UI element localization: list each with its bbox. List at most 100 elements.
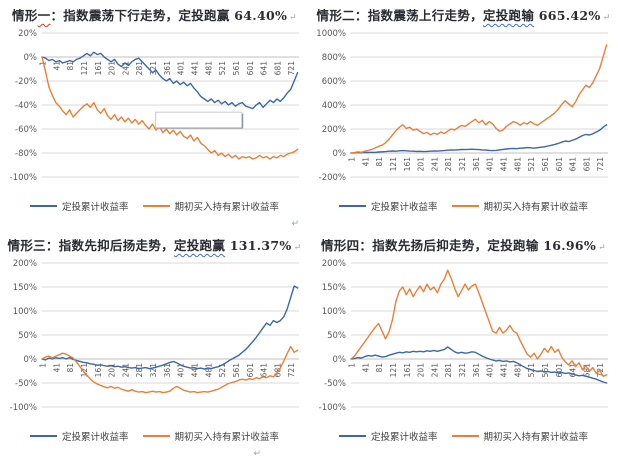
svg-text:281: 281 — [135, 61, 144, 76]
dca-line-swatch-icon — [338, 435, 366, 437]
scenario4-panel: 情形四：指数先扬后抑走势，定投跑输 16.96% ↵ 200% 150% 100% 50… — [309, 230, 618, 460]
buyhold-line-swatch-icon — [142, 435, 170, 437]
y-axis-labels: 20% 0% -20% -40% -60% -80% -100% — [10, 29, 37, 183]
dca-series-line — [41, 51, 299, 110]
svg-text:401: 401 — [486, 363, 495, 378]
svg-text:50%: 50% — [18, 331, 37, 341]
return-mark: ↵ — [602, 13, 611, 23]
legend-item-buyhold: 期初买入持有累计收益率 — [451, 199, 589, 213]
svg-text:41: 41 — [361, 157, 370, 167]
svg-text:161: 161 — [403, 157, 412, 172]
buyhold-line-swatch-icon — [142, 205, 170, 207]
svg-text:641: 641 — [569, 157, 578, 172]
svg-text:601: 601 — [246, 61, 255, 76]
scenario2-chart: 1000% 800% 600% 400% 200% 0% -200% 1 41 81 121 161 2… — [316, 29, 608, 183]
svg-text:361: 361 — [472, 363, 481, 378]
svg-text:-60%: -60% — [15, 125, 37, 135]
x-axis-labels: 1 41 81 121 161 201 241 281 321 361 401 441 481 521 56… — [39, 363, 297, 378]
legend-item-dca: 定投累计收益率 — [338, 199, 438, 213]
svg-text:-50%: -50% — [15, 379, 37, 389]
scenario2-title: 情形二：指数震荡上行走势，定投跑输 665.42% ↵ — [309, 5, 618, 26]
legend-label-dca: 定投累计收益率 — [61, 202, 129, 213]
svg-text:281: 281 — [444, 157, 453, 172]
svg-text:441: 441 — [499, 363, 508, 378]
scenario4-title: 情形四：指数先扬后抑走势，定投跑输 16.96% ↵ — [309, 235, 618, 256]
svg-text:241: 241 — [430, 363, 439, 378]
scenario3-panel: 情形三：指数先抑后扬走势，定投跑赢 131.37% ↵ 200% 150% 100% 5… — [0, 230, 309, 460]
title-segment: 情形二：指数震荡上行走势， — [316, 8, 483, 23]
svg-text:161: 161 — [403, 363, 412, 378]
svg-text:121: 121 — [389, 363, 398, 378]
return-mark: ↵ — [598, 243, 606, 253]
svg-text:0%: 0% — [333, 149, 347, 159]
legend-item-dca: 定投累计收益率 — [338, 429, 438, 443]
return-mark: ↵ — [293, 243, 302, 253]
svg-text:721: 721 — [287, 61, 296, 76]
y-axis-labels: 200% 150% 100% 50% 0% -50% -100% — [10, 259, 37, 413]
svg-text:121: 121 — [80, 61, 89, 76]
svg-text:721: 721 — [287, 363, 296, 378]
legend-label-dca: 定投累计收益率 — [370, 432, 438, 443]
svg-text:641: 641 — [569, 363, 578, 378]
title-segment: 131.37% — [225, 238, 292, 253]
dca-line-swatch-icon — [29, 435, 57, 437]
svg-text:681: 681 — [273, 363, 282, 378]
svg-text:201: 201 — [108, 61, 117, 76]
svg-text:521: 521 — [218, 363, 227, 378]
svg-text:-50%: -50% — [324, 379, 346, 389]
title-segment: ：指数震荡下行走势，定投跑赢 64.40% — [50, 8, 288, 23]
scenario3-chart: 200% 150% 100% 50% 0% -50% -100% 1 41 81 121 161 201… — [10, 259, 299, 413]
svg-text:561: 561 — [232, 61, 241, 76]
svg-text:200%: 200% — [322, 259, 346, 269]
title-segment: 定投跑输 — [482, 8, 535, 23]
svg-text:81: 81 — [375, 363, 384, 373]
legend-label-dca: 定投累计收益率 — [370, 202, 438, 213]
svg-text:600%: 600% — [322, 77, 346, 87]
title-segment: 665.42% — [534, 8, 601, 23]
svg-text:681: 681 — [582, 363, 591, 378]
title-segment: 情形 — [12, 8, 38, 23]
svg-text:201: 201 — [417, 363, 426, 378]
svg-text:521: 521 — [218, 61, 227, 76]
svg-text:81: 81 — [375, 157, 384, 167]
buyhold-series-line — [350, 44, 608, 154]
svg-text:481: 481 — [204, 61, 213, 76]
svg-text:441: 441 — [190, 363, 199, 378]
title-segment: 情形三：指数先抑后扬走势， — [7, 238, 174, 253]
svg-text:1: 1 — [348, 157, 357, 162]
svg-text:401: 401 — [486, 157, 495, 172]
svg-text:721: 721 — [596, 363, 605, 378]
legend-item-buyhold: 期初买入持有累计收益率 — [142, 199, 279, 213]
svg-text:321: 321 — [458, 157, 467, 172]
return-mark: ↵ — [291, 219, 299, 229]
y-axis-labels: 200% 150% 100% 50% 0% -50% -100% — [319, 259, 346, 413]
empty-callout-box — [155, 111, 244, 129]
svg-text:81: 81 — [66, 363, 75, 373]
scenario1-legend: 定投累计收益率 期初买入持有累计收益率 — [0, 199, 309, 213]
dca-series-line — [350, 346, 608, 384]
svg-text:0%: 0% — [333, 355, 347, 365]
y-axis-labels: 1000% 800% 600% 400% 200% 0% -200% — [316, 29, 346, 183]
svg-text:-40%: -40% — [15, 101, 37, 111]
svg-text:-20%: -20% — [15, 77, 37, 87]
svg-text:0%: 0% — [24, 53, 38, 63]
svg-text:200%: 200% — [322, 125, 346, 135]
svg-text:321: 321 — [149, 363, 158, 378]
legend-label-buyhold: 期初买入持有累计收益率 — [483, 202, 589, 213]
return-mark: ↵ — [253, 449, 261, 459]
svg-text:20%: 20% — [18, 29, 37, 39]
svg-text:281: 281 — [444, 363, 453, 378]
buyhold-line-swatch-icon — [451, 205, 479, 207]
legend-label-dca: 定投累计收益率 — [61, 432, 129, 443]
svg-text:601: 601 — [555, 157, 564, 172]
title-segment: 情形四：指数先扬后抑走势，定投跑输 16.96% — [321, 238, 597, 253]
legend-item-dca: 定投累计收益率 — [29, 429, 129, 443]
scenario2-legend: 定投累计收益率 期初买入持有累计收益率 — [309, 199, 618, 213]
svg-text:481: 481 — [513, 157, 522, 172]
dca-series-line — [350, 124, 608, 154]
svg-text:601: 601 — [555, 363, 564, 378]
x-axis-labels: 1 41 81 121 161 201 241 281 321 361 401 441 481 521 56… — [39, 61, 297, 76]
svg-text:150%: 150% — [13, 283, 37, 293]
buyhold-series-line — [41, 345, 299, 394]
scenario1-panel: 情形一：指数震荡下行走势，定投跑赢 64.40% ↵ 20% 0% -20% -40% -… — [0, 0, 309, 230]
